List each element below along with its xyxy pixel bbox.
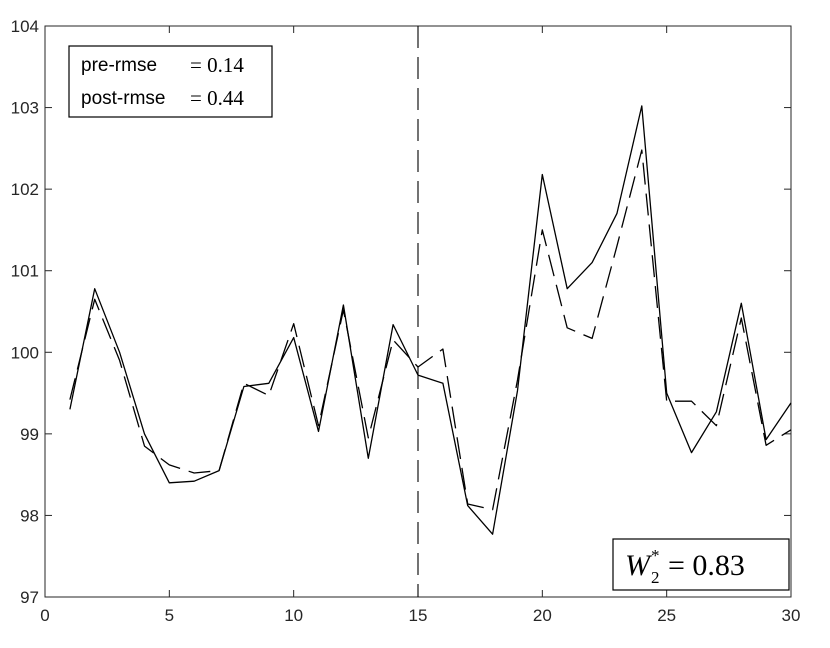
post-rmse-value: = 0.44: [190, 86, 244, 110]
x-tick-label: 25: [657, 606, 676, 625]
y-tick-label: 101: [11, 262, 39, 281]
series-layer: [69, 26, 792, 597]
x-tick-label: 20: [533, 606, 552, 625]
pre-rmse-label: pre-rmse: [81, 55, 157, 76]
w2-annotation: W 2 * = 0.83: [612, 538, 790, 591]
x-axis: 0 5 10 15 20 25 30: [40, 26, 800, 625]
rmse-annotation: pre-rmse = 0.14 post-rmse = 0.44: [68, 45, 273, 118]
series-line-dashed: [69, 149, 792, 511]
y-tick-label: 98: [20, 506, 39, 525]
x-tick-label: 15: [409, 606, 428, 625]
y-tick-label: 100: [11, 343, 39, 362]
y-tick-label: 97: [20, 588, 39, 607]
x-tick-label: 10: [284, 606, 303, 625]
post-rmse-label: post-rmse: [81, 88, 165, 109]
pre-rmse-value: = 0.14: [190, 53, 244, 77]
x-tick-label: 0: [40, 606, 49, 625]
w2-symbol: W: [625, 549, 653, 582]
x-tick-label: 5: [165, 606, 174, 625]
y-tick-label: 99: [20, 425, 39, 444]
series-line-solid: [69, 105, 792, 535]
y-axis: 97 98 99 100 101 102 103 104: [11, 17, 791, 607]
x-tick-label: 30: [782, 606, 801, 625]
w2-annotation-box: [612, 538, 790, 591]
y-tick-label: 102: [11, 180, 39, 199]
y-tick-label: 103: [11, 99, 39, 118]
w2-subscript: 2: [651, 568, 660, 587]
w2-value: = 0.83: [668, 549, 745, 582]
rmse-annotation-box: [68, 45, 273, 118]
y-tick-label: 104: [11, 17, 39, 36]
w2-superscript: *: [651, 546, 660, 565]
